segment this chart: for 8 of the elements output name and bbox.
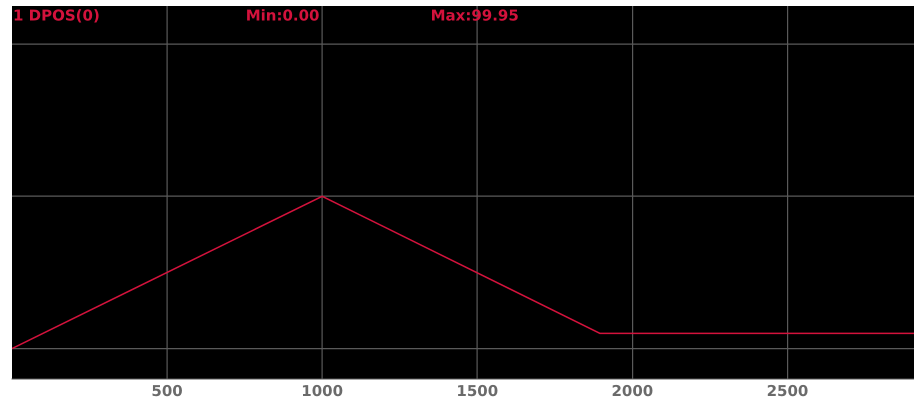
- x-tick-label: 2000: [611, 382, 654, 400]
- x-tick-label: 2500: [766, 382, 808, 400]
- text: Max:99.95: [430, 6, 519, 24]
- x-tick-label: 500: [151, 382, 183, 400]
- x-tick-label: 1500: [456, 382, 498, 400]
- x-tick-label: 1000: [301, 382, 344, 400]
- text: Min:0.00: [246, 6, 320, 24]
- text: 1 DPOS(0): [13, 6, 100, 24]
